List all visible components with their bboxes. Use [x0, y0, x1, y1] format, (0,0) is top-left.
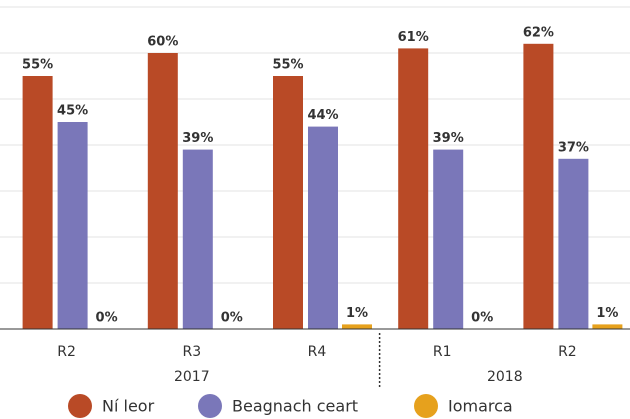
data-label: 55% [272, 58, 303, 73]
bar [398, 48, 429, 330]
bar [342, 324, 372, 329]
data-label: 45% [57, 104, 88, 119]
data-label: 37% [558, 140, 589, 155]
data-label: 39% [433, 131, 464, 146]
bar [22, 76, 53, 329]
x-tick-label: R3 [182, 344, 201, 360]
bar [433, 149, 464, 329]
bar [523, 43, 554, 330]
bar [308, 126, 338, 329]
legend-label: Beagnach ceart [232, 397, 358, 416]
bar [57, 122, 88, 329]
bar [147, 53, 178, 329]
data-label: 60% [147, 35, 178, 50]
legend-swatch [68, 394, 92, 418]
data-label: 1% [346, 306, 368, 321]
group-label: 2017 [174, 369, 210, 385]
bar [592, 324, 623, 329]
legend-swatch [198, 394, 222, 418]
legend-label: Iomarca [448, 397, 513, 416]
data-label: 1% [596, 306, 618, 321]
data-label: 0% [96, 311, 118, 326]
data-label: 55% [22, 58, 53, 73]
x-tick-label: R4 [308, 344, 327, 360]
legend-label: Ní leor [102, 397, 155, 416]
data-label: 39% [182, 131, 213, 146]
bar [558, 158, 589, 329]
x-tick-label: R2 [558, 344, 577, 360]
data-label: 62% [523, 25, 554, 40]
legend-swatch [414, 394, 438, 418]
data-label: 61% [398, 30, 429, 45]
group-label: 2018 [487, 369, 523, 385]
x-tick-label: R2 [57, 344, 76, 360]
data-label: 0% [221, 311, 243, 326]
bar [182, 149, 213, 329]
bar [273, 76, 303, 329]
data-label: 0% [471, 311, 493, 326]
data-label: 44% [307, 108, 338, 123]
x-tick-label: R1 [433, 344, 452, 360]
